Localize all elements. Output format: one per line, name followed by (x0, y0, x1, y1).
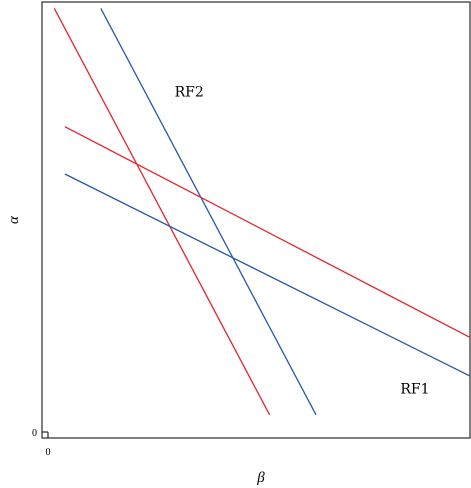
series-line-4 (64, 173, 471, 377)
series-line-2 (100, 8, 317, 416)
x-tick-label-0: 0 (46, 447, 51, 458)
y-tick-label-0: 0 (32, 428, 37, 439)
annotation-rf1: RF1 (400, 381, 429, 397)
y-axis-title: α (6, 215, 22, 224)
series-layer (53, 8, 471, 416)
plot-frame (41, 1, 471, 439)
series-line-1 (53, 8, 271, 416)
annotation-layer: RF2 RF1 (175, 85, 430, 398)
series-line-3 (64, 126, 471, 338)
x-axis-title: β (256, 470, 265, 486)
annotation-rf2: RF2 (175, 85, 204, 101)
